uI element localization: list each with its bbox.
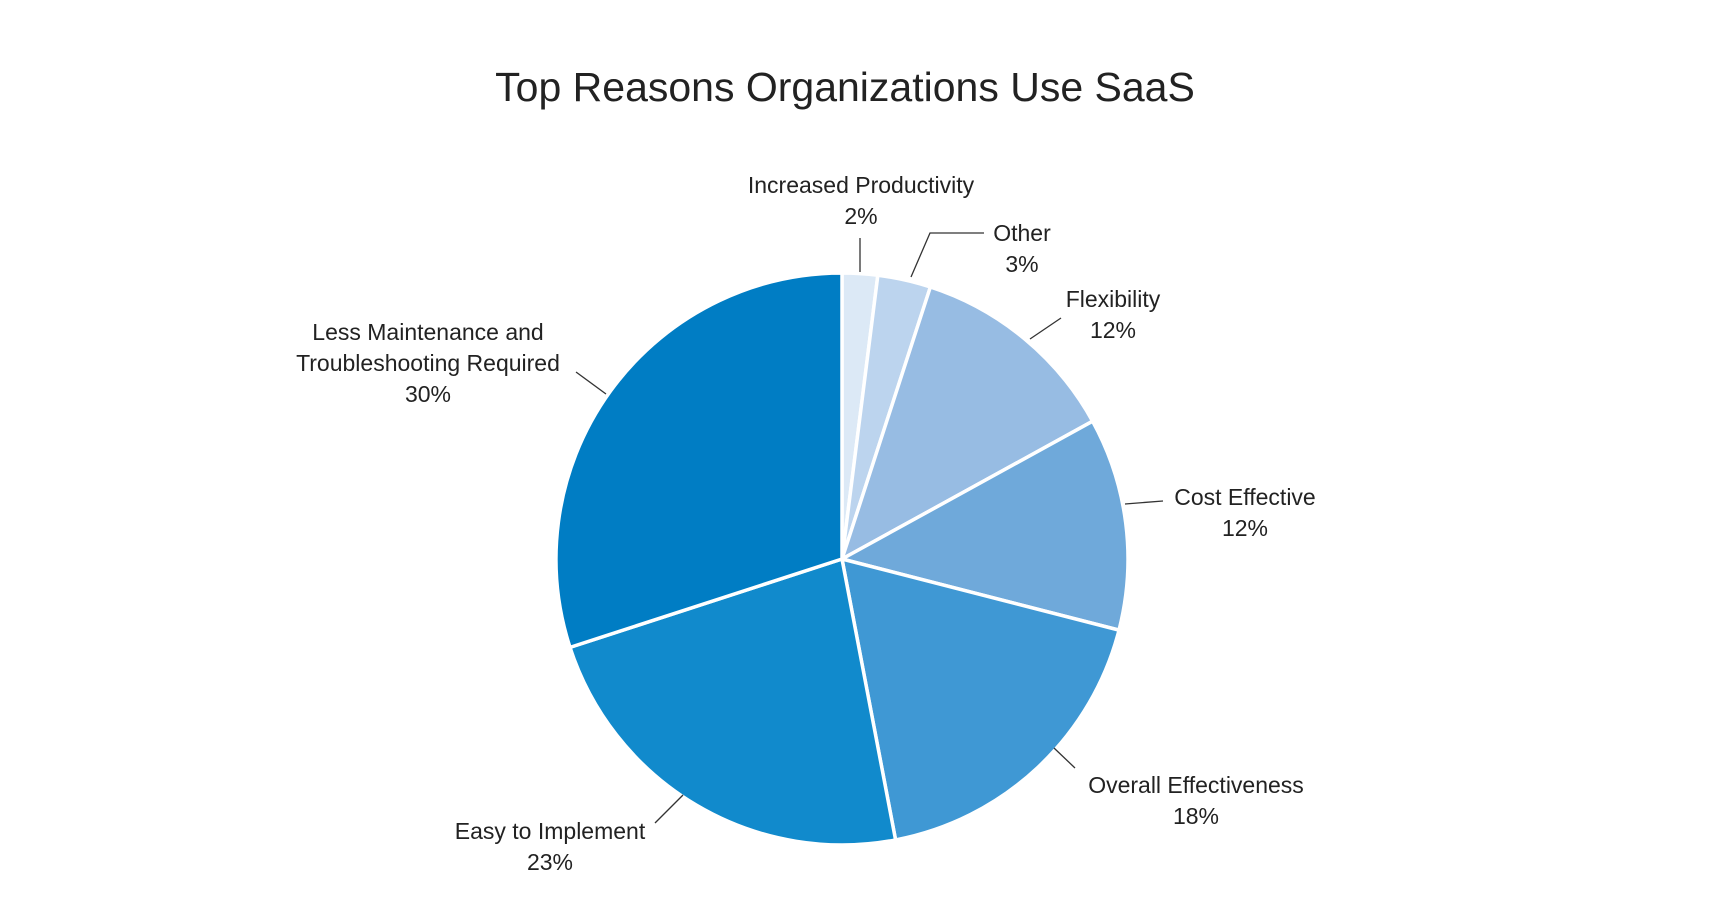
leader-line-other [910,232,984,278]
slice-category-label: Easy to Implement [455,818,646,844]
slice-label-flexibility: Flexibility 12% [1066,286,1161,343]
slice-category-label: Flexibility [1066,286,1161,312]
pie-slices [554,271,1130,847]
slice-category-label: Cost Effective [1174,484,1315,510]
slice-label-easy-to-implement: Easy to Implement 23% [455,818,646,875]
slice-category-label: Troubleshooting Required [296,350,560,376]
leader-line-easy-to-implement [654,794,684,824]
slice-label-other: Other 3% [993,220,1051,277]
slice-label-increased-productivity: Increased Productivity 2% [748,172,975,229]
slice-category-label: Increased Productivity [748,172,975,198]
pie-slice-easy-to-implement [568,557,898,847]
slice-value-label: 12% [1090,317,1136,343]
slice-label-cost-effective: Cost Effective 12% [1174,484,1315,541]
leader-line-overall-effectiveness [1053,747,1076,769]
leader-line-flexibility [1029,317,1062,340]
pie-slice-flexibility [840,285,1095,561]
leader-lines [575,232,1164,824]
slice-value-label: 23% [527,849,573,875]
slice-label-overall-effectiveness: Overall Effectiveness 18% [1088,772,1304,829]
slice-category-label: Other [993,220,1051,246]
slice-value-label: 3% [1005,251,1038,277]
pie-slice-overall-effectiveness [840,557,1121,842]
slice-value-label: 18% [1173,803,1219,829]
slice-category-label: Overall Effectiveness [1088,772,1304,798]
slice-category-label: Less Maintenance and [312,319,543,345]
chart-title: Top Reasons Organizations Use SaaS [495,64,1195,110]
leader-line-less-maintenance-and-troubleshooting-required [575,371,607,395]
slice-label-less-maintenance-and-troubleshooting-required: Less Maintenance and Troubleshooting Requ… [296,319,560,407]
slice-value-label: 12% [1222,515,1268,541]
pie-slice-cost-effective [840,419,1130,632]
leader-line-cost-effective [1124,500,1164,505]
pie-slice-less-maintenance-and-troubleshooting-required [554,271,844,650]
slice-value-label: 30% [405,381,451,407]
slice-value-label: 2% [844,203,877,229]
slice-labels: Increased Productivity 2% Other 3% Flexibili… [296,172,1316,875]
